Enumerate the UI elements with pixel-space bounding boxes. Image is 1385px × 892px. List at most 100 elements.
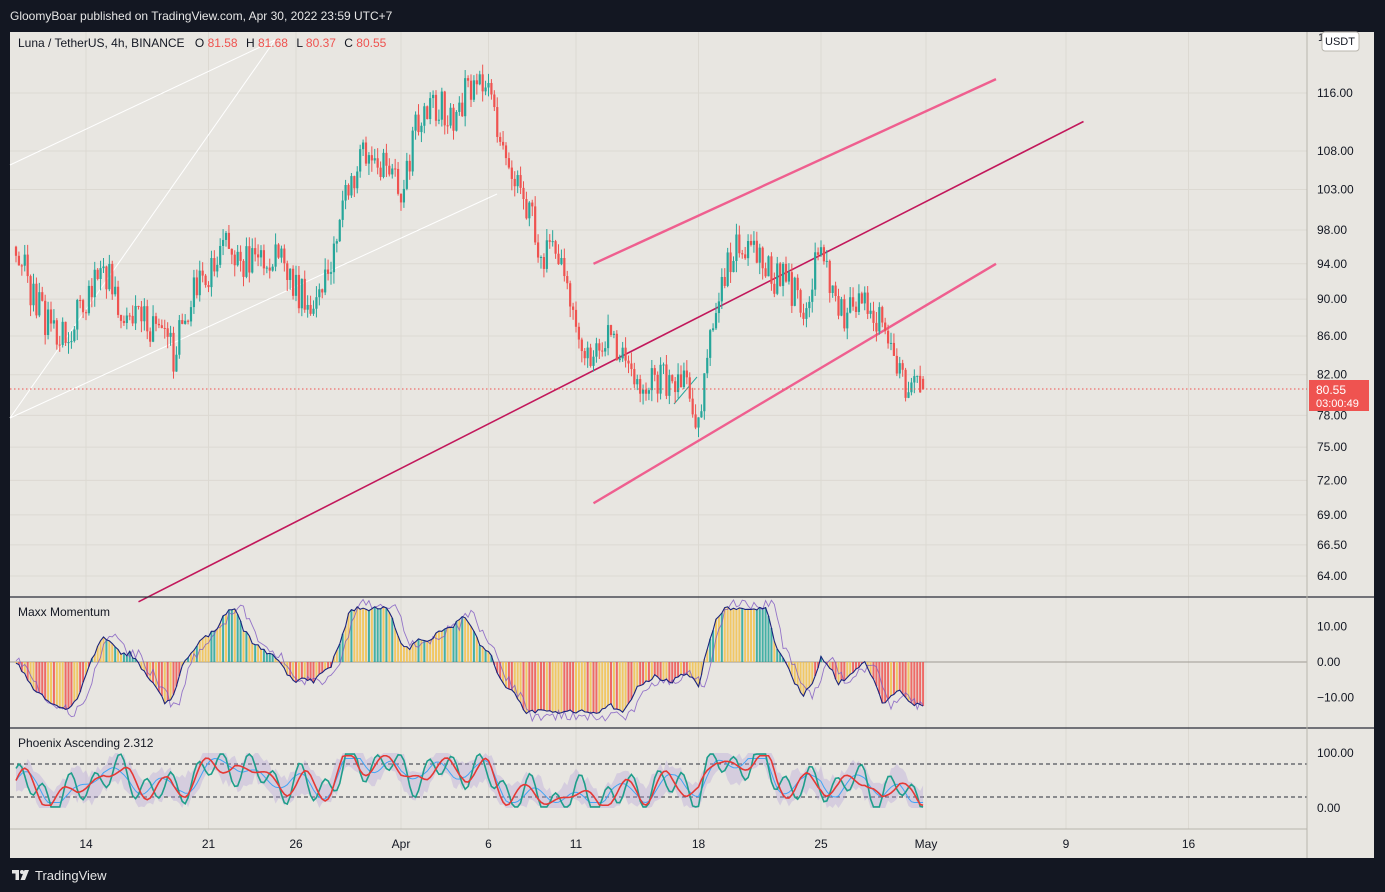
momentum-bar bbox=[665, 662, 668, 680]
candle-body bbox=[539, 256, 543, 258]
momentum-bar bbox=[265, 653, 268, 662]
candle-body bbox=[181, 320, 184, 324]
candle-body bbox=[749, 240, 753, 245]
momentum-bar bbox=[437, 631, 440, 662]
momentum-bar bbox=[400, 643, 402, 662]
candle-body bbox=[437, 119, 441, 121]
footer-brand[interactable]: TradingView bbox=[35, 867, 107, 883]
candle-body bbox=[624, 347, 627, 361]
price-tick-label: 90.00 bbox=[1317, 292, 1347, 306]
momentum-bar bbox=[645, 662, 647, 682]
momentum-bar bbox=[741, 608, 744, 662]
momentum-bar bbox=[117, 649, 120, 662]
candle-body bbox=[580, 339, 583, 352]
legend-c-value: 80.55 bbox=[356, 36, 386, 50]
candle-body bbox=[216, 264, 219, 272]
candle-body bbox=[551, 241, 554, 243]
candle-body bbox=[64, 321, 67, 343]
momentum-bar bbox=[411, 643, 414, 662]
candle-body bbox=[385, 152, 388, 166]
candle-body bbox=[388, 165, 391, 175]
candle-body bbox=[268, 267, 271, 271]
momentum-bar bbox=[405, 646, 408, 662]
momentum-bar bbox=[93, 654, 96, 662]
momentum-bar bbox=[29, 662, 32, 684]
candle-body bbox=[577, 326, 581, 340]
candle-body bbox=[157, 323, 161, 326]
currency-badge-bg[interactable] bbox=[1321, 31, 1360, 52]
price-tick-label: 66.50 bbox=[1317, 538, 1347, 552]
candle-body bbox=[802, 312, 805, 319]
momentum-bar bbox=[729, 609, 732, 662]
momentum-bar bbox=[831, 662, 834, 671]
momentum-bar bbox=[776, 649, 779, 662]
momentum-bar bbox=[283, 662, 286, 669]
phoenix-title[interactable]: Phoenix Ascending 2.312 bbox=[18, 736, 154, 750]
momentum-bar bbox=[198, 640, 201, 662]
candle-body bbox=[137, 305, 140, 307]
candle-body bbox=[884, 322, 887, 331]
momentum-bar bbox=[26, 662, 29, 681]
white-trendline-upper bbox=[9, 39, 276, 419]
candle-body bbox=[653, 368, 656, 375]
momentum-title[interactable]: Maxx Momentum bbox=[18, 605, 110, 619]
candle-body bbox=[816, 252, 820, 255]
momentum-bar bbox=[271, 654, 274, 662]
momentum-bar bbox=[481, 646, 484, 662]
candle-body bbox=[172, 332, 175, 372]
candle-body bbox=[411, 130, 414, 172]
candle-body bbox=[326, 269, 330, 274]
candle-body bbox=[519, 175, 522, 188]
time-axis[interactable]: 14 21 26 Apr 6 11 18 25 May 9 16 bbox=[79, 837, 1195, 851]
candle-body bbox=[776, 263, 779, 294]
momentum-bar bbox=[475, 636, 478, 662]
momentum-bar bbox=[134, 658, 137, 662]
momentum-bar bbox=[408, 649, 411, 662]
momentum-bar bbox=[423, 640, 426, 662]
momentum-bar bbox=[76, 662, 79, 699]
momentum-bar bbox=[793, 662, 796, 684]
momentum-bar bbox=[64, 662, 67, 710]
candle-body bbox=[239, 251, 242, 261]
candle-body bbox=[787, 272, 791, 282]
momentum-bar bbox=[295, 662, 297, 683]
candle-body bbox=[361, 142, 365, 150]
momentum-bar bbox=[446, 627, 449, 662]
momentum-bar bbox=[85, 662, 87, 675]
momentum-bar bbox=[612, 662, 615, 710]
momentum-bar bbox=[513, 662, 516, 694]
momentum-bar bbox=[732, 608, 735, 662]
current-price-tag bbox=[1309, 380, 1369, 411]
momentum-bar bbox=[207, 636, 210, 662]
price-axis[interactable]: 116.00 108.00 103.00 98.00 94.00 90.00 86.00 82… bbox=[1317, 86, 1354, 583]
candle-body bbox=[811, 289, 814, 302]
candle-body bbox=[571, 306, 575, 310]
price-tick-label: 78.00 bbox=[1317, 408, 1347, 422]
candle-body bbox=[289, 268, 292, 280]
momentum-bar bbox=[647, 662, 650, 682]
candle-body bbox=[671, 375, 674, 382]
candle-body bbox=[426, 106, 429, 120]
candle-body bbox=[499, 136, 502, 142]
candle-body bbox=[300, 278, 303, 309]
candle-body bbox=[38, 292, 41, 316]
candle-body bbox=[799, 290, 802, 313]
momentum-bar bbox=[181, 662, 184, 666]
momentum-bar bbox=[805, 662, 808, 690]
momentum-bar bbox=[758, 607, 761, 662]
candle-body bbox=[140, 306, 143, 322]
candle-body bbox=[872, 310, 875, 323]
candle-body bbox=[633, 369, 636, 385]
candle-body bbox=[227, 232, 231, 249]
momentum-bar bbox=[297, 662, 300, 680]
legend-symbol[interactable]: Luna / TetherUS, 4h, BINANCE bbox=[18, 36, 185, 50]
candle-body bbox=[542, 256, 546, 269]
candle-body bbox=[644, 389, 648, 394]
price-tick-label: 69.00 bbox=[1317, 508, 1347, 522]
candle-body bbox=[207, 285, 210, 288]
momentum-bar bbox=[499, 662, 502, 679]
candle-body bbox=[84, 312, 88, 314]
momentum-bar bbox=[268, 653, 271, 662]
momentum-bar bbox=[560, 662, 563, 713]
